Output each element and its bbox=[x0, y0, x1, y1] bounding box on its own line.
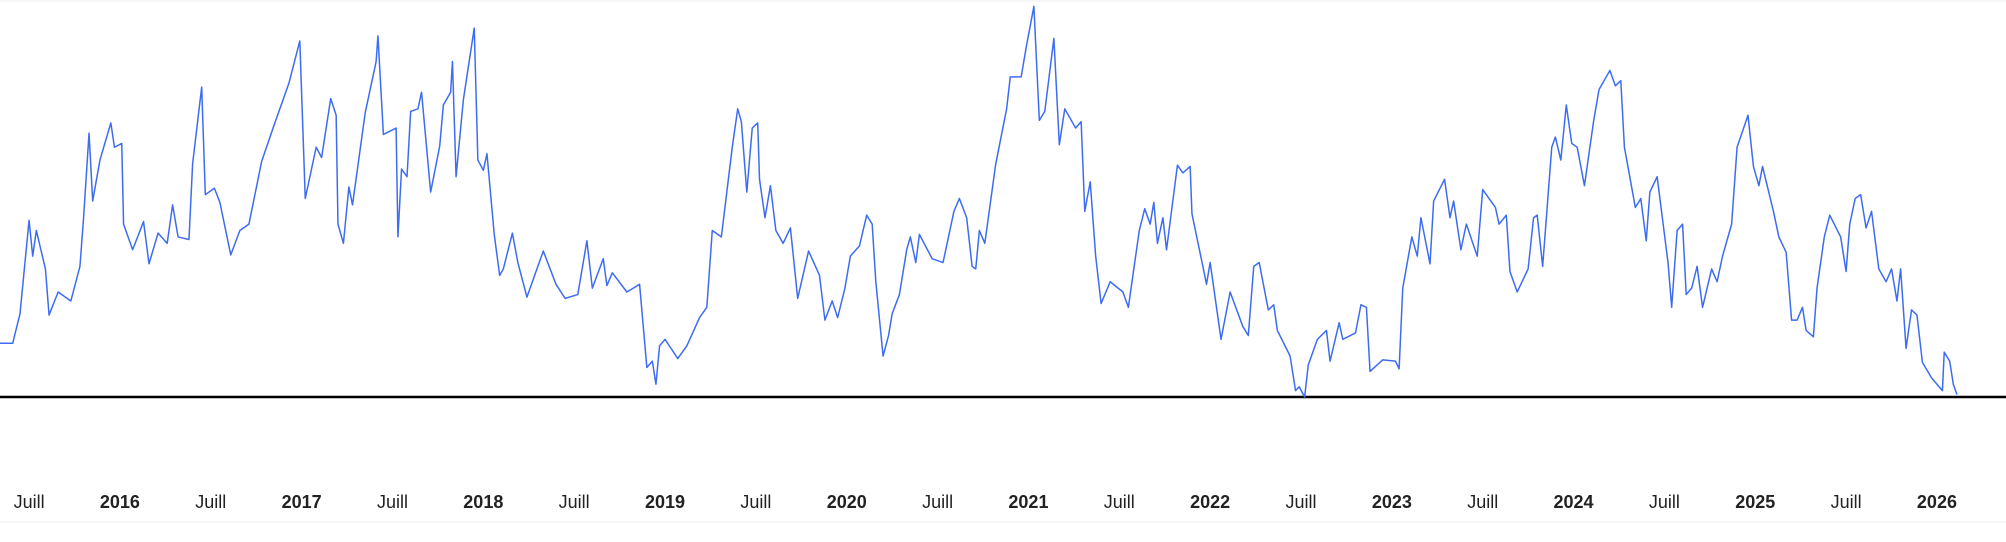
x-tick-label: 2022 bbox=[1190, 492, 1230, 512]
x-tick-label: 2024 bbox=[1554, 492, 1594, 512]
x-tick-label: Juill bbox=[740, 492, 771, 512]
x-tick-label: 2016 bbox=[100, 492, 140, 512]
x-tick-label: Juill bbox=[559, 492, 590, 512]
x-tick-label: 2017 bbox=[282, 492, 322, 512]
x-tick-label: 2019 bbox=[645, 492, 685, 512]
x-tick-label: Juill bbox=[1831, 492, 1862, 512]
x-tick-label: Juill bbox=[14, 492, 45, 512]
x-tick-label: 2023 bbox=[1372, 492, 1412, 512]
x-tick-label: Juill bbox=[1104, 492, 1135, 512]
x-tick-label: 2021 bbox=[1008, 492, 1048, 512]
data-line bbox=[0, 5, 1958, 398]
x-tick-label: 2018 bbox=[463, 492, 503, 512]
x-tick-label: Juill bbox=[1467, 492, 1498, 512]
x-tick-label: Juill bbox=[1285, 492, 1316, 512]
x-tick-label: 2020 bbox=[827, 492, 867, 512]
x-tick-label: Juill bbox=[922, 492, 953, 512]
x-tick-label: 2026 bbox=[1917, 492, 1957, 512]
x-tick-label: Juill bbox=[195, 492, 226, 512]
x-tick-label: 2025 bbox=[1735, 492, 1775, 512]
x-tick-label: Juill bbox=[377, 492, 408, 512]
x-tick-label: Juill bbox=[1649, 492, 1680, 512]
